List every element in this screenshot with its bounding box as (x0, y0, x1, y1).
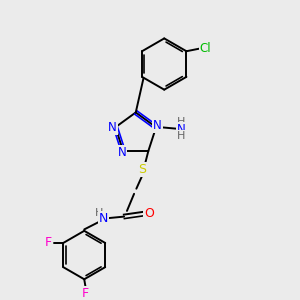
Text: F: F (82, 287, 89, 300)
Text: N: N (117, 146, 126, 159)
Text: H: H (95, 208, 103, 218)
Text: O: O (144, 207, 154, 220)
Text: S: S (139, 163, 147, 176)
Text: N: N (108, 121, 117, 134)
Text: N: N (176, 123, 185, 136)
Text: H: H (177, 117, 185, 128)
Text: N: N (153, 119, 162, 132)
Text: F: F (45, 236, 52, 249)
Text: N: N (99, 212, 108, 224)
Text: H: H (177, 131, 185, 141)
Text: Cl: Cl (200, 42, 211, 55)
